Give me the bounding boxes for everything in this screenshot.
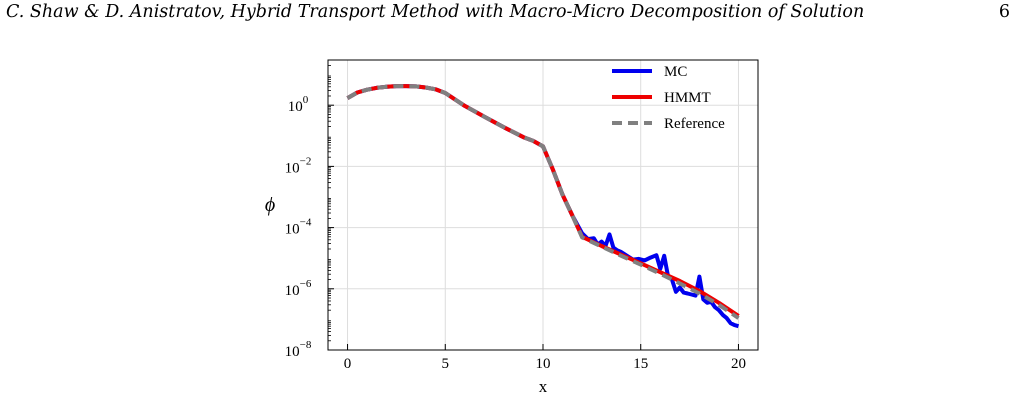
y-tick-base: 10 [285, 222, 300, 238]
x-tick-label: 20 [731, 356, 746, 372]
legend-label: HMMT [664, 90, 711, 106]
x-tick-label: 10 [536, 356, 551, 372]
page-number: 6 [998, 2, 1010, 22]
y-tick-exponent: −4 [300, 217, 312, 229]
y-tick-base: 10 [285, 283, 300, 299]
y-tick-label: 10−6 [285, 278, 312, 299]
y-tick-label: 100 [288, 94, 309, 115]
y-tick-label: 10−8 [285, 339, 312, 360]
y-tick-exponent: −6 [300, 278, 312, 290]
y-tick-exponent: 0 [303, 94, 309, 106]
x-tick-label: 5 [442, 356, 450, 372]
x-tick-label: 15 [633, 356, 648, 372]
y-tick-exponent: −2 [300, 155, 312, 167]
legend-label: MC [664, 64, 687, 80]
y-tick-exponent: −8 [300, 339, 312, 351]
y-axis-label: ϕ [265, 194, 275, 216]
running-title: C. Shaw & D. Anistratov, Hybrid Transpor… [6, 2, 865, 22]
x-tick-label: 0 [344, 356, 352, 372]
y-tick-label: 10−4 [285, 217, 312, 238]
y-tick-base: 10 [285, 160, 300, 176]
y-tick-base: 10 [288, 99, 303, 115]
legend-label: Reference [664, 116, 725, 132]
legend: MC HMMT Reference [612, 64, 725, 132]
series-line-hmmt [346, 84, 740, 318]
x-axis-label: x [539, 377, 548, 396]
page-header: C. Shaw & D. Anistratov, Hybrid Transpor… [6, 1, 1010, 23]
y-tick-label: 10−2 [285, 155, 312, 176]
series-lines [346, 84, 740, 329]
y-tick-base: 10 [285, 344, 300, 360]
